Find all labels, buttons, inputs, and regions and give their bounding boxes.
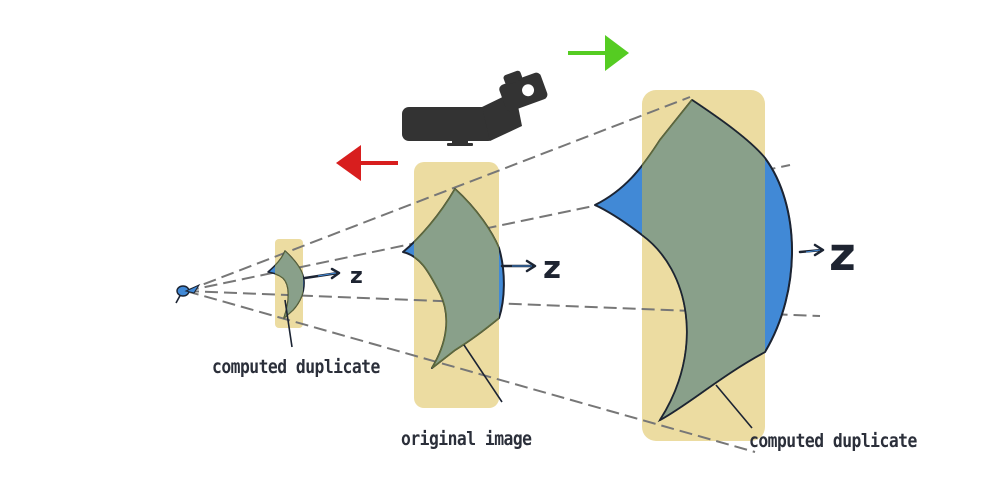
wedge-small	[267, 250, 305, 320]
eye-point-icon	[175, 283, 201, 304]
wedge-original	[402, 187, 505, 369]
wedge-original-face	[414, 187, 499, 369]
z-arrow-small-head	[330, 267, 341, 280]
leader-large	[715, 384, 753, 429]
z-arrow-small-blue	[317, 272, 337, 277]
ray-top	[185, 96, 691, 292]
z-label-small: z	[350, 264, 363, 289]
label-computed-duplicate-small: computed duplicate	[212, 356, 380, 378]
arrow-right-icon	[568, 35, 629, 71]
wedge-large-outline	[641, 99, 793, 423]
wedge-large	[594, 98, 793, 423]
label-original-image: original image	[401, 428, 532, 450]
ray-bottom	[185, 290, 756, 453]
z-label-large: z	[829, 227, 856, 281]
z-arrow-original-head	[525, 259, 537, 273]
z-label-original: z	[543, 250, 561, 286]
arrow-left-icon	[336, 145, 398, 181]
label-computed-duplicate-large: computed duplicate	[749, 430, 917, 452]
z-arrow-large-head	[813, 243, 825, 257]
leader-lines	[284, 299, 753, 429]
z-arrow-large-blue	[805, 249, 821, 253]
wedge-small-face	[275, 250, 303, 320]
leader-original	[463, 344, 503, 403]
camera-telephoto-icon	[402, 70, 548, 146]
leader-small	[284, 299, 293, 348]
